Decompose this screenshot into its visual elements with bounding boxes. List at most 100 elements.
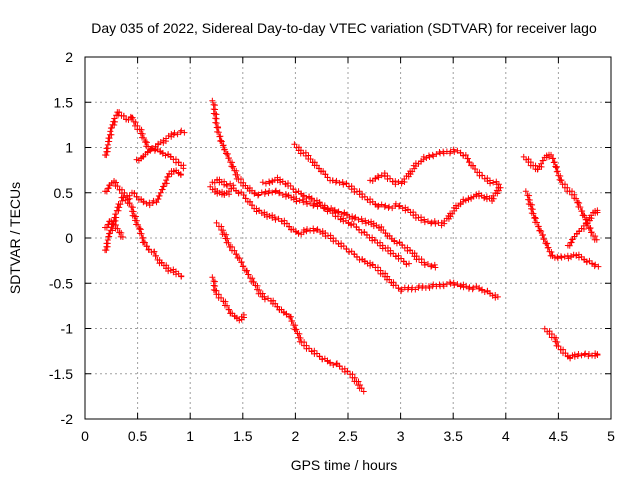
data-point [225,239,232,246]
data-point [158,186,165,193]
data-point [399,241,406,248]
x-tick-label: 5 [607,428,615,444]
data-point [130,208,137,215]
data-point [236,255,243,262]
data-point [393,240,400,247]
data-point [111,121,118,128]
data-point [457,282,464,289]
data-point [133,193,140,200]
data-point [457,149,464,156]
data-point [344,211,350,218]
data-point [174,131,181,138]
data-point [389,205,396,212]
data-point [538,160,545,167]
data-point [470,284,477,291]
data-point [315,165,322,172]
data-point [230,182,237,189]
data-point [440,150,447,157]
series-arc-2 [102,167,184,209]
data-point [431,218,438,225]
data-point [540,236,547,243]
data-point [566,242,573,249]
data-point [460,284,467,291]
x-tick-label: 0.5 [128,428,148,444]
data-point [264,213,271,220]
data-point [115,207,122,214]
data-point [533,219,540,226]
data-point [114,225,121,232]
data-point [223,181,230,188]
data-point [440,283,447,290]
data-point [128,114,135,121]
y-tick-label: 2 [65,49,73,65]
data-point [409,168,416,175]
data-point [158,259,165,266]
data-point [529,201,536,208]
x-tick-label: 3.5 [443,428,463,444]
data-point [242,195,249,202]
data-point [316,353,323,360]
data-point [231,247,238,254]
data-point [126,200,133,207]
data-point [274,303,281,310]
data-point [276,190,283,197]
data-point [577,204,584,211]
data-point [426,153,433,160]
data-point [391,237,398,244]
data-point [121,189,128,196]
data-point [554,255,561,262]
data-point [589,352,596,359]
data-point [112,217,119,224]
data-point [248,202,255,209]
data-point [293,198,300,205]
data-point [360,388,367,395]
data-point [111,118,118,125]
data-point [114,183,121,190]
data-point [285,192,292,199]
data-point [340,218,347,225]
data-point [103,224,110,231]
data-point [363,231,370,238]
data-point [582,220,589,227]
data-point [424,218,431,225]
data-point [330,361,337,368]
series-arc-5 [133,127,188,164]
data-point [395,179,402,186]
data-point [219,142,226,149]
series-arc-1 [102,109,187,172]
data-point [466,159,473,166]
data-point [550,159,557,166]
data-point [451,282,458,289]
data-point [109,227,116,234]
data-point [476,193,483,200]
data-point [224,182,231,189]
data-point [558,254,565,261]
data-point [296,330,303,337]
data-point [288,318,295,325]
data-point [291,141,298,148]
data-point [569,236,576,243]
data-point [367,199,374,206]
data-point [209,97,216,104]
data-point [573,195,580,202]
data-point [589,260,596,267]
data-point [132,119,139,126]
data-point [350,221,357,228]
data-point [421,261,428,268]
series-arc-7 [207,183,501,301]
data-point [324,174,331,181]
data-point [292,322,299,329]
data-point [272,187,279,194]
series-arc-13 [367,146,504,191]
x-axis-label: GPS time / hours [291,457,398,473]
data-point [178,273,185,280]
data-point [333,177,340,184]
data-point [348,248,355,255]
data-point [266,178,273,185]
data-point [113,214,120,221]
data-point [269,214,276,221]
data-point [585,351,592,358]
data-point [333,360,340,367]
data-point [333,361,340,368]
y-tick-label: 1.5 [54,94,74,110]
